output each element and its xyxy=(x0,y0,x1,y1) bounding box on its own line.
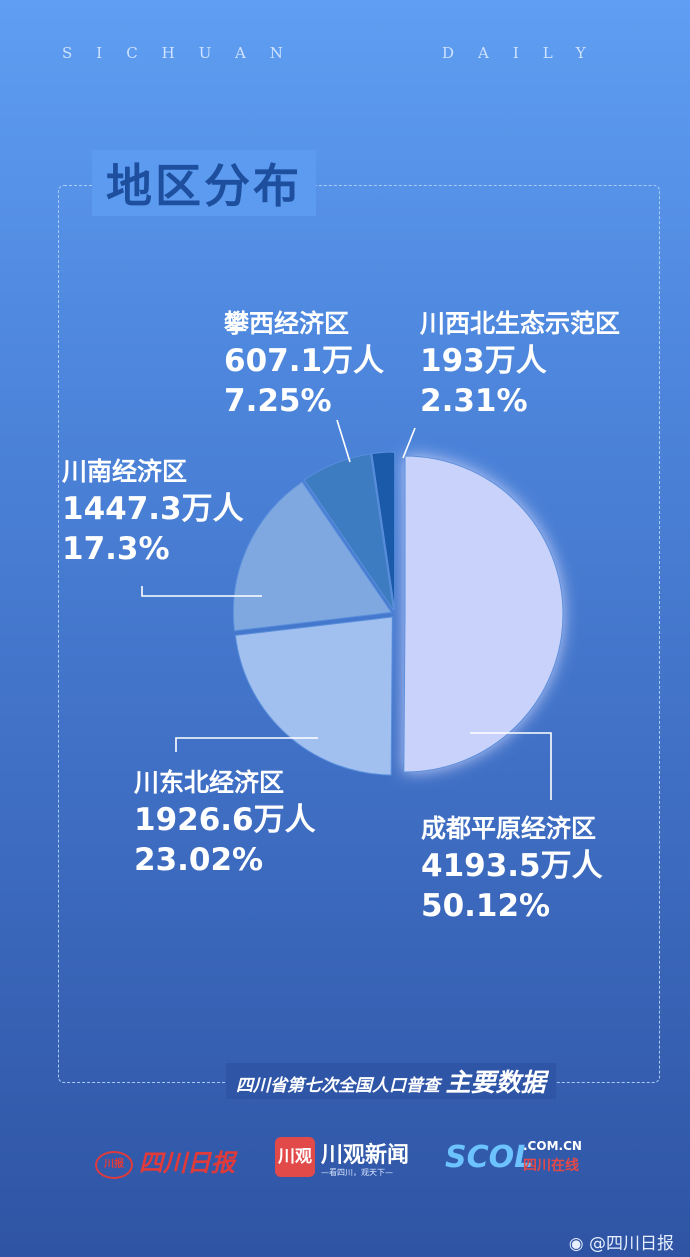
weibo-icon: ◉ xyxy=(568,1234,584,1254)
label-chuandongbei-percent: 23.02% xyxy=(134,842,264,878)
label-chuandongbei-population: 1926.6万人 xyxy=(134,802,316,838)
label-chuanxibei-percent: 2.31% xyxy=(420,383,528,419)
label-panxi-population: 607.1万人 xyxy=(224,343,385,379)
chuanguan-wordmark: 川观新闻 xyxy=(321,1142,410,1168)
leader-line-panxi xyxy=(336,419,351,463)
masthead-left: SICHUAN xyxy=(62,44,307,62)
leader-line-chuandongbei xyxy=(175,737,318,752)
pie-slice-chuannan xyxy=(232,481,393,632)
label-chengdu-population: 4193.5万人 xyxy=(421,848,603,884)
weibo-watermark: ◉ @四川日报 xyxy=(569,1229,674,1254)
masthead: SICHUAN DAILY xyxy=(0,44,690,64)
scol-cn-name: 四川在线 xyxy=(523,1158,579,1174)
publisher-logos: 川报 四川日报 川观 川观新闻 —看四川，观天下— SCOL .COM.CN 四川… xyxy=(95,1135,615,1185)
leader-line-chuanxibei xyxy=(402,427,416,459)
scol-domain: .COM.CN xyxy=(523,1139,582,1153)
survey-tag-text: 四川省第七次全国人口普查 xyxy=(236,1076,440,1096)
label-chengdu-percent: 50.12% xyxy=(421,888,551,924)
label-panxi: 攀西经济区 607.1万人 7.25% xyxy=(224,307,384,421)
chuanguan-slogan: —看四川，观天下— xyxy=(321,1168,393,1177)
survey-tag: 四川省第七次全国人口普查 主要数据 xyxy=(226,1063,556,1099)
label-chuandongbei: 川东北经济区 1926.6万人 23.02% xyxy=(134,766,316,880)
label-chuanxibei-population: 193万人 xyxy=(420,343,547,379)
sichuan-daily-logo: 川报 四川日报 xyxy=(95,1143,235,1179)
section-title: 地区分布 xyxy=(92,150,316,216)
label-panxi-percent: 7.25% xyxy=(224,383,332,419)
label-panxi-name: 攀西经济区 xyxy=(224,309,350,338)
pie-slice-chuandongbei xyxy=(234,616,393,776)
survey-tag-emphasis: 主要数据 xyxy=(445,1068,546,1097)
label-chuannan-name: 川南经济区 xyxy=(62,457,188,486)
label-chuanxibei: 川西北生态示范区 193万人 2.31% xyxy=(420,307,620,421)
label-chuannan: 川南经济区 1447.3万人 17.3% xyxy=(62,455,244,569)
label-chengdu-name: 成都平原经济区 xyxy=(421,814,597,843)
chuanguan-app-icon: 川观 xyxy=(275,1137,315,1177)
pie-slice-panxi xyxy=(303,453,395,611)
label-chuanxibei-name: 川西北生态示范区 xyxy=(420,309,621,338)
label-chuandongbei-name: 川东北经济区 xyxy=(134,768,285,797)
leader-line-chengdu xyxy=(470,732,552,800)
sichuan-daily-wordmark: 四川日报 xyxy=(139,1148,235,1177)
pie-slice-chengdu xyxy=(403,455,564,773)
sichuan-daily-seal-icon: 川报 xyxy=(95,1150,133,1179)
weibo-handle: @四川日报 xyxy=(589,1234,674,1254)
leader-line-chuannan xyxy=(141,586,262,597)
label-chuannan-population: 1447.3万人 xyxy=(62,491,244,527)
pie-slice-chuanxibei xyxy=(371,451,396,611)
label-chengdu: 成都平原经济区 4193.5万人 50.12% xyxy=(421,812,603,926)
label-chuannan-percent: 17.3% xyxy=(62,531,170,567)
masthead-right: DAILY xyxy=(442,44,610,62)
scol-logo: SCOL xyxy=(445,1140,534,1175)
